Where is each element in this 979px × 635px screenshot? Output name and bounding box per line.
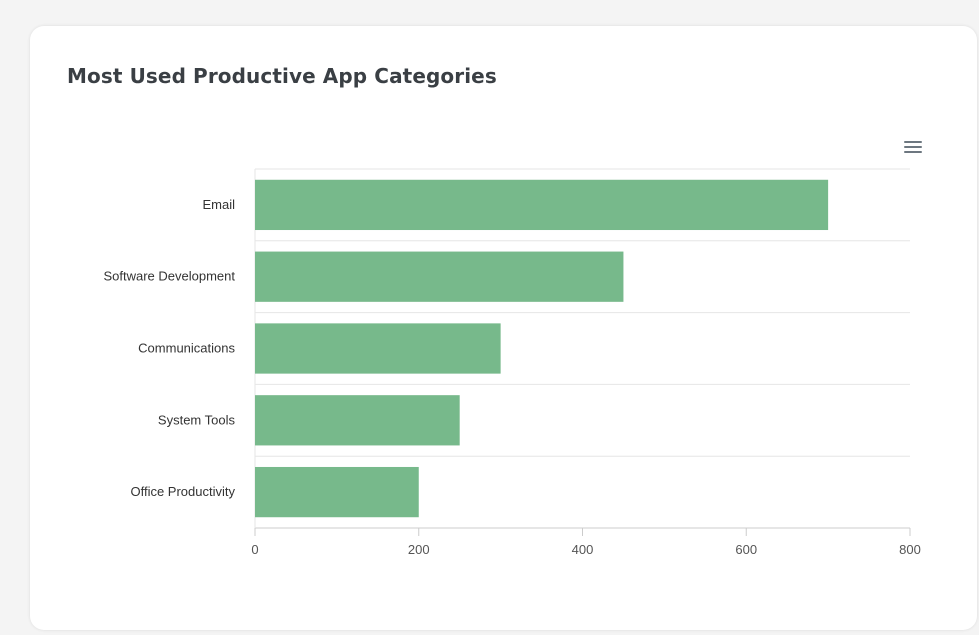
x-tick-label: 0 — [251, 542, 258, 557]
menu-line — [904, 151, 922, 153]
category-label: Software Development — [103, 269, 235, 284]
category-label: Email — [202, 197, 235, 212]
x-tick-label: 800 — [899, 542, 921, 557]
hamburger-menu-icon[interactable] — [902, 138, 924, 156]
bar-chart: Email Software Development Communications S… — [103, 168, 921, 557]
bars — [255, 179, 829, 518]
bar[interactable] — [255, 251, 624, 302]
category-label: Office Productivity — [130, 484, 235, 499]
chart-card: Most Used Productive App Categories Emai… — [30, 26, 977, 630]
x-axis-ticks: 0 200 400 600 800 — [251, 528, 921, 557]
bar[interactable] — [255, 179, 829, 231]
category-label: System Tools — [158, 412, 236, 427]
chart-title: Most Used Productive App Categories — [67, 64, 497, 88]
category-labels: Email Software Development Communications S… — [103, 197, 235, 499]
bar[interactable] — [255, 395, 460, 446]
x-tick-label: 400 — [572, 542, 594, 557]
menu-line — [904, 141, 922, 143]
category-label: Communications — [138, 341, 235, 356]
x-tick-label: 200 — [408, 542, 430, 557]
bar[interactable] — [255, 323, 501, 374]
menu-line — [904, 146, 922, 148]
bar[interactable] — [255, 466, 419, 518]
x-tick-label: 600 — [735, 542, 757, 557]
